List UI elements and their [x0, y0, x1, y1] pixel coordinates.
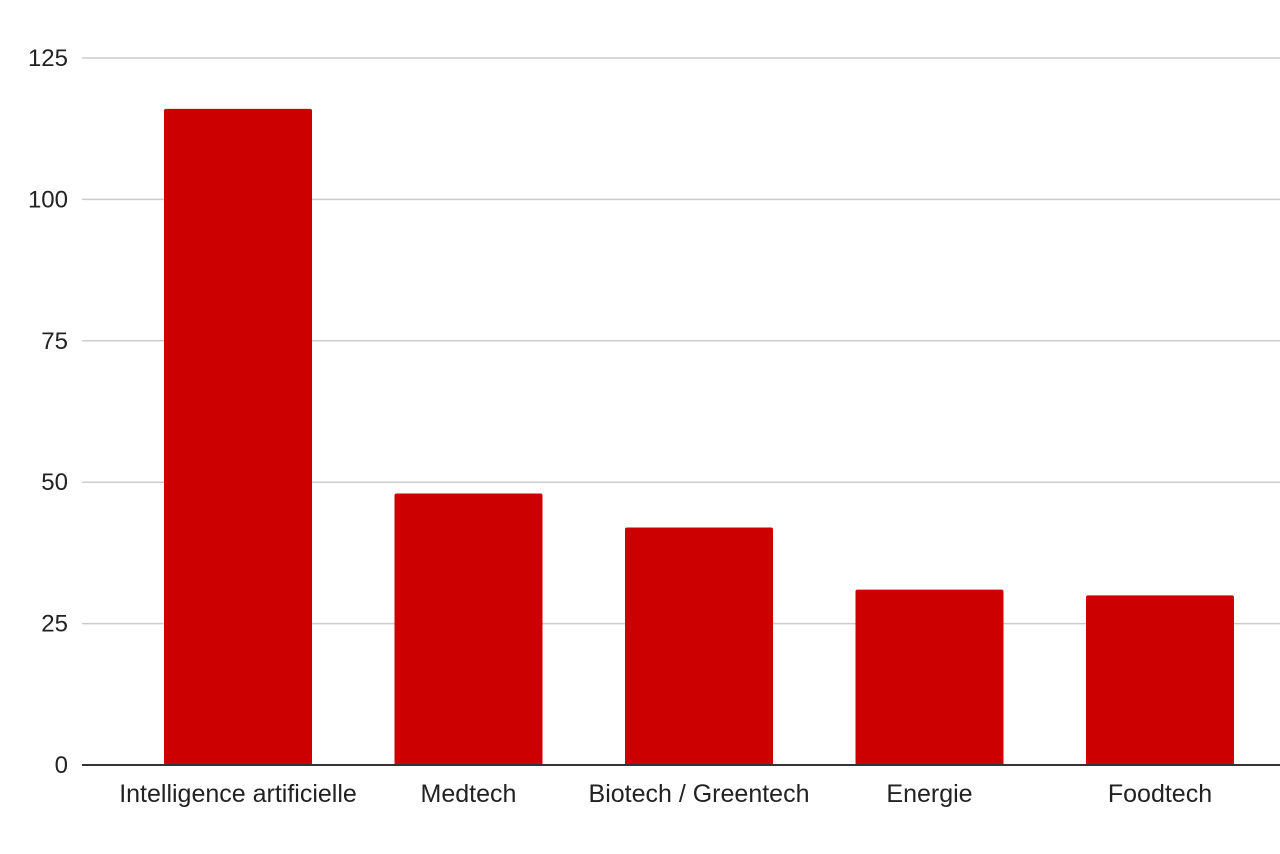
bar: [394, 493, 543, 765]
x-category-label: Biotech / Greentech: [589, 780, 810, 808]
x-axis-labels: Intelligence artificielle Medtech Biotech …: [119, 780, 1212, 808]
x-category-label: Medtech: [421, 780, 517, 808]
y-tick-label: 75: [41, 328, 68, 355]
y-tick-label: 125: [28, 45, 68, 72]
y-tick-label: 50: [41, 469, 68, 496]
y-axis-ticks: 0 25 50 75 100 125: [28, 45, 68, 779]
bars: [164, 108, 1234, 766]
bar: [164, 108, 312, 766]
bar: [855, 589, 1004, 765]
bar: [1086, 595, 1234, 765]
y-tick-label: 0: [55, 752, 68, 779]
x-category-label: Energie: [886, 780, 972, 808]
x-category-label: Intelligence artificielle: [119, 780, 357, 808]
y-tick-label: 100: [28, 186, 68, 213]
y-tick-label: 25: [41, 611, 68, 638]
bar: [625, 527, 773, 765]
x-category-label: Foodtech: [1108, 780, 1212, 808]
